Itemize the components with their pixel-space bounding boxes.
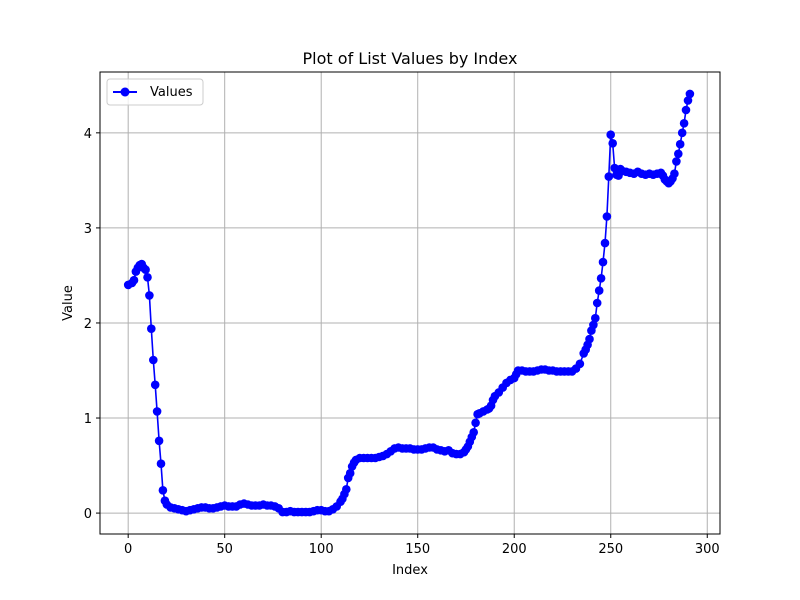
x-tick-label: 250 xyxy=(598,542,623,557)
y-tick-label: 4 xyxy=(84,127,92,142)
data-point xyxy=(156,459,166,469)
data-point xyxy=(681,105,691,115)
data-point xyxy=(600,238,610,248)
data-point xyxy=(683,96,693,105)
data-point xyxy=(677,128,687,138)
y-tick-label: 2 xyxy=(84,317,92,332)
data-point xyxy=(589,320,598,330)
data-point xyxy=(604,172,614,181)
y-tick-label: 3 xyxy=(84,222,92,237)
legend: Values xyxy=(106,78,204,106)
data-point xyxy=(158,486,168,495)
y-axis-label: Value xyxy=(61,285,76,321)
x-tick-label: 0 xyxy=(124,542,132,557)
data-point xyxy=(598,257,608,267)
y-tick-label: 0 xyxy=(84,507,92,522)
data-point xyxy=(152,407,162,416)
data-point xyxy=(674,149,683,159)
data-point xyxy=(679,119,689,128)
data-point xyxy=(471,418,480,428)
x-tick-label: 200 xyxy=(502,542,527,557)
data-point xyxy=(670,169,679,178)
data-point xyxy=(141,265,150,275)
data-point xyxy=(147,324,156,334)
grid-lines xyxy=(100,72,720,534)
x-tick-label: 50 xyxy=(216,542,233,557)
data-point xyxy=(672,157,681,166)
data-point xyxy=(143,273,152,282)
legend-marker-sample xyxy=(120,87,130,97)
data-point xyxy=(149,355,158,365)
axis-ticks: 0 50 100 150 200 250 300 0 1 2 3 4 xyxy=(84,127,720,557)
data-point xyxy=(342,485,351,494)
data-point xyxy=(685,89,695,99)
data-point xyxy=(585,334,594,344)
data-point xyxy=(675,139,685,149)
series-values xyxy=(123,89,695,517)
x-tick-label: 100 xyxy=(309,542,334,557)
data-point xyxy=(469,428,479,437)
data-point xyxy=(154,436,164,446)
x-axis-label: Index xyxy=(392,563,428,578)
data-point xyxy=(594,286,604,295)
x-tick-label: 300 xyxy=(695,542,720,557)
data-point xyxy=(575,359,585,369)
y-tick-label: 1 xyxy=(84,412,92,427)
legend-label: Values xyxy=(150,85,193,100)
data-point xyxy=(145,291,154,300)
plot-frame xyxy=(99,71,721,535)
legend-box xyxy=(106,78,204,106)
chart-title: Plot of List Values by Index xyxy=(303,49,518,68)
data-point xyxy=(608,139,617,148)
plot-area xyxy=(100,72,720,534)
data-point xyxy=(592,298,602,308)
x-tick-label: 150 xyxy=(405,542,430,557)
data-point xyxy=(150,380,160,390)
data-point xyxy=(596,274,606,283)
data-point xyxy=(591,313,600,323)
data-point xyxy=(606,130,615,139)
data-point xyxy=(129,275,139,285)
data-point xyxy=(602,212,612,221)
data-point xyxy=(345,468,355,478)
